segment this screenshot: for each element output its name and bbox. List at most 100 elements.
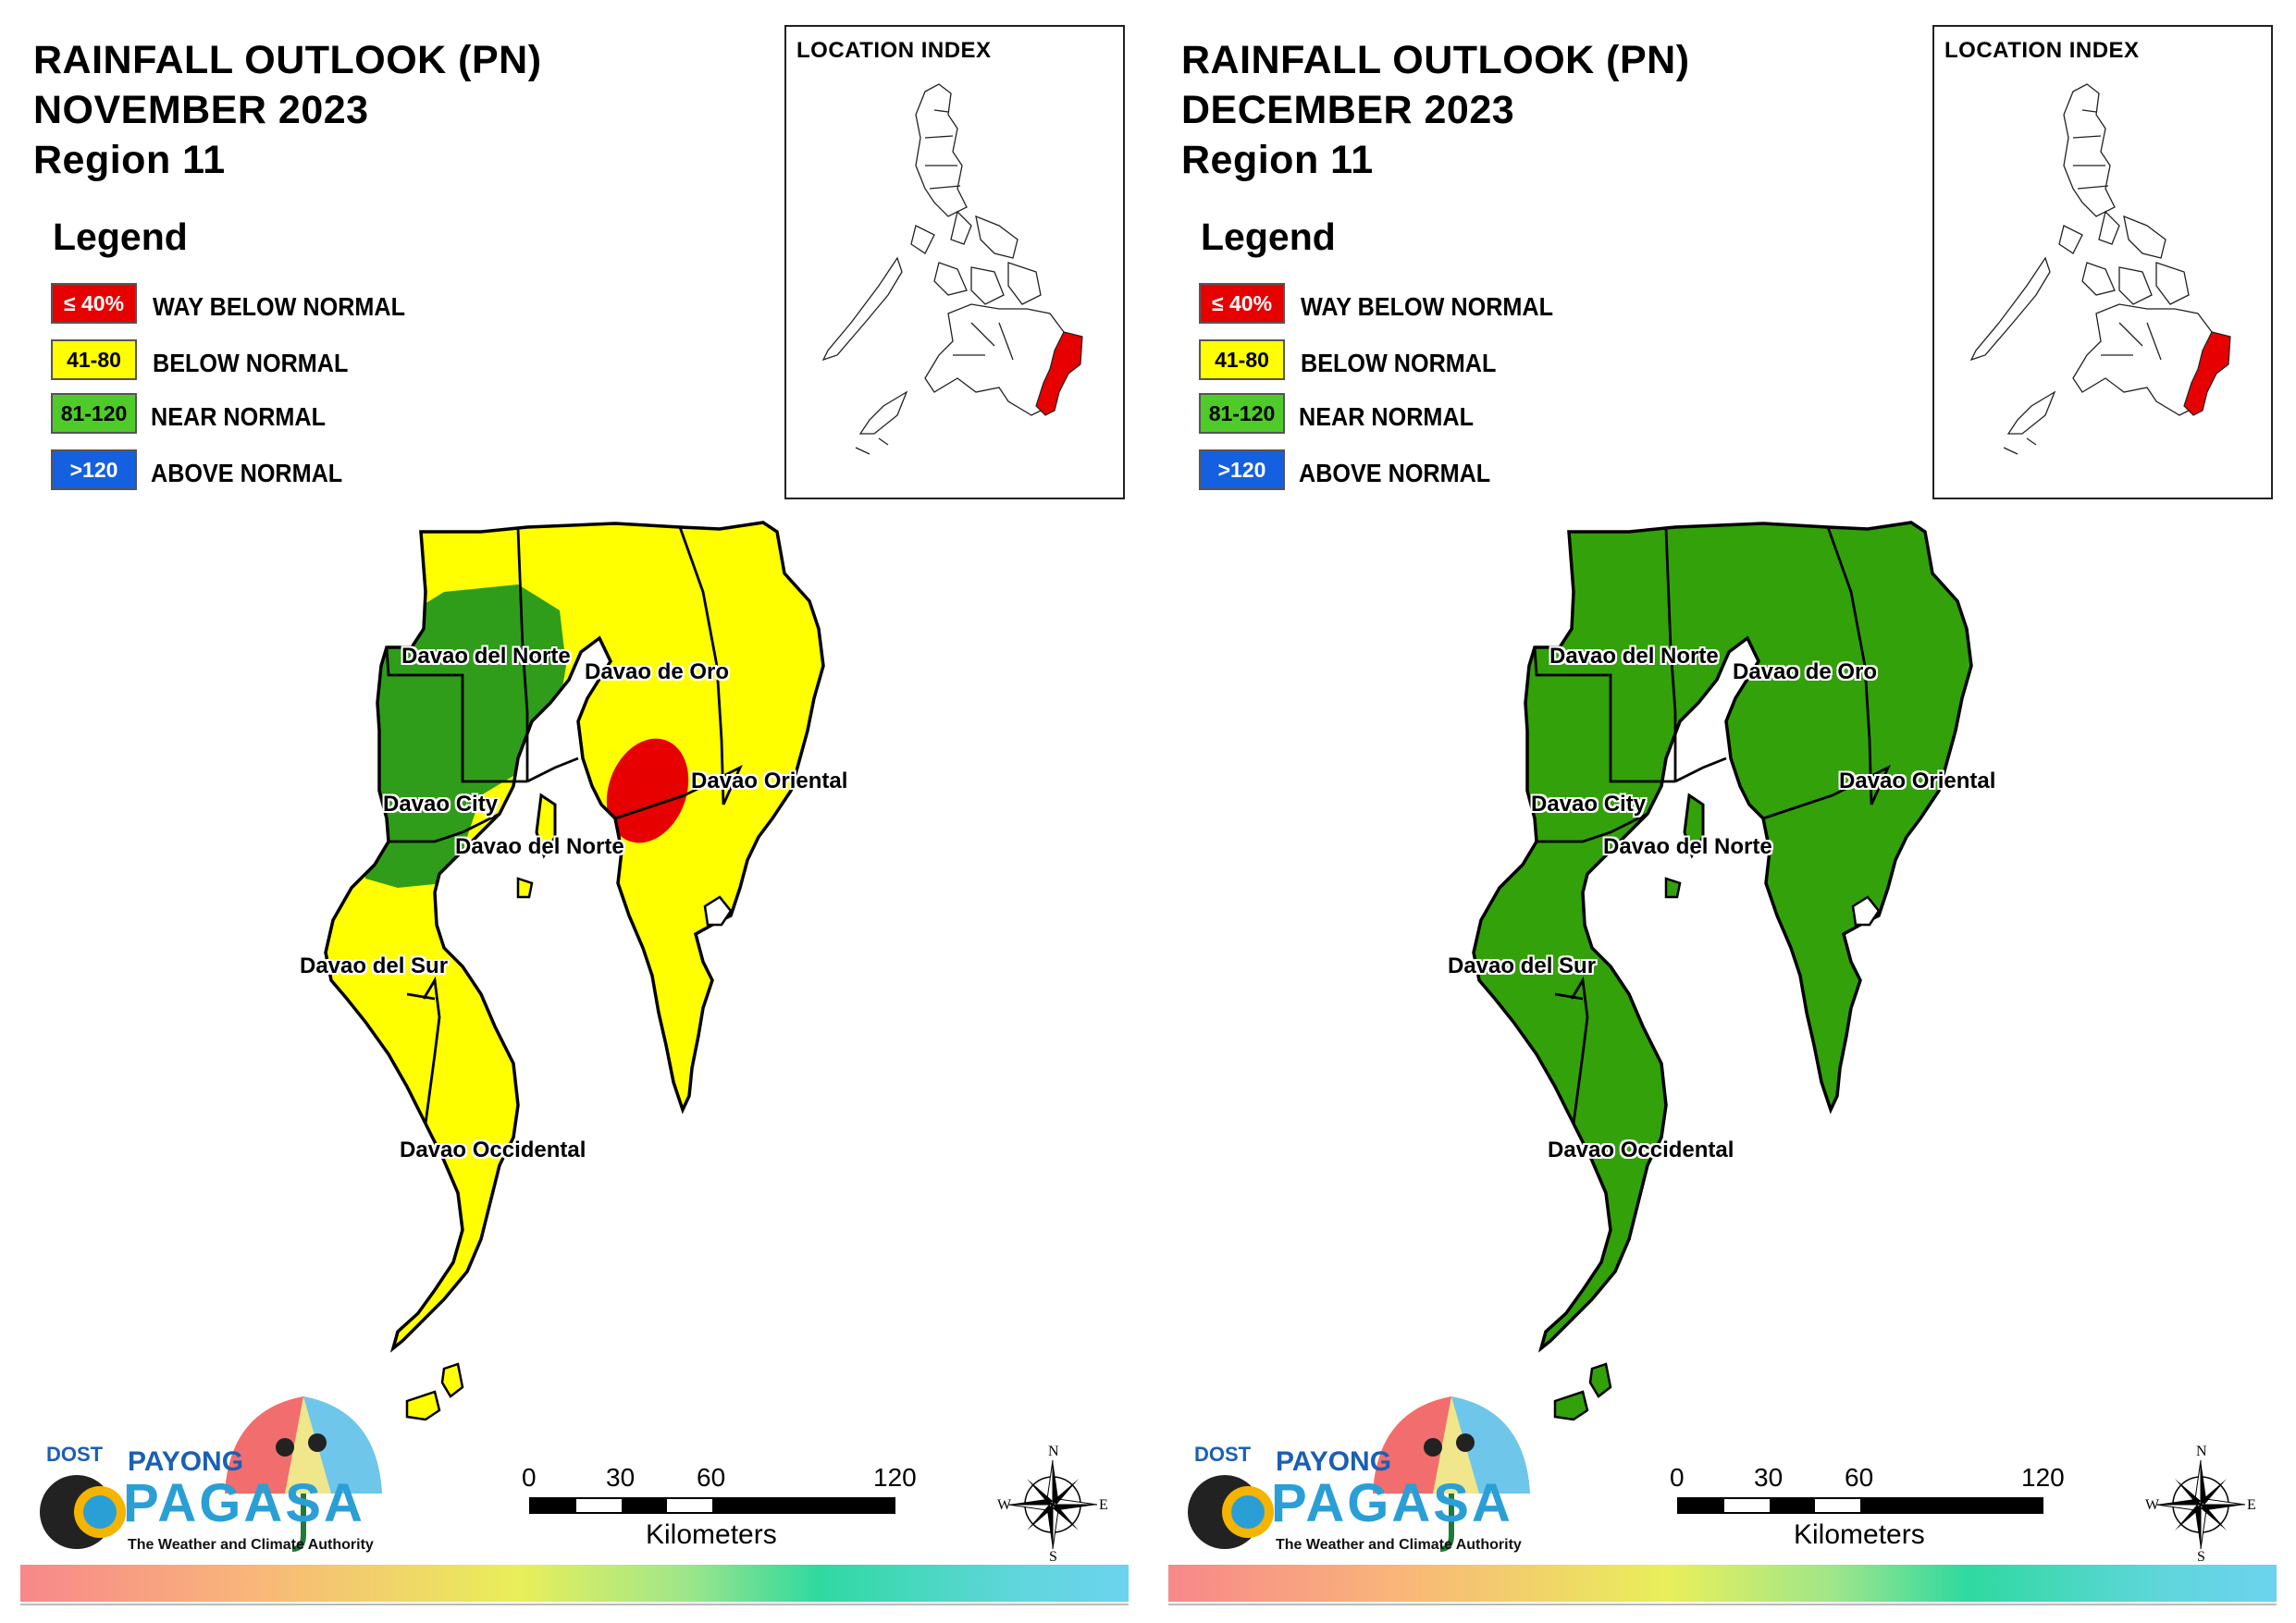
legend-label: ABOVE NORMAL (1299, 459, 1491, 487)
pagasa-text: PAGASA (1271, 1473, 1513, 1533)
label-davao-occidental: Davao Occidental (1548, 1137, 1734, 1162)
samal-island (1683, 793, 1705, 859)
province-boundaries (1533, 526, 1891, 1125)
title-line-3: Region 11 (33, 138, 226, 182)
philippines-outline (1969, 83, 2231, 455)
location-index-label: LOCATION INDEX (796, 38, 992, 63)
location-index-map: LOCATION INDEX (784, 25, 1125, 499)
zone-way-below-normal (606, 738, 689, 843)
label-davao-de-oro: Davao de Oro (1733, 659, 1878, 684)
sarangani-island (1588, 1362, 1612, 1398)
label-davao-occidental: Davao Occidental (400, 1137, 586, 1162)
label-davao-de-oro: Davao de Oro (585, 659, 730, 684)
balut-island (405, 1390, 441, 1421)
label-davao-del-sur: Davao del Sur (1448, 953, 1597, 978)
region-fill-near-normal (1472, 521, 1973, 1353)
title-line-1: RAINFALL OUTLOOK (PN) (33, 38, 542, 82)
region-11-rainfall-map (324, 521, 825, 1421)
label-davao-del-norte-island: Davao del Norte (1603, 834, 1772, 859)
location-index-label: LOCATION INDEX (1944, 38, 2140, 63)
islet (1664, 877, 1682, 899)
title-line-3: Region 11 (1181, 138, 1374, 182)
title-line-2: DECEMBER 2023 (1181, 88, 1515, 132)
scale-tick: 120 (2021, 1463, 2065, 1492)
legend-label: ABOVE NORMAL (151, 459, 343, 487)
legend-swatch-blue: >120 (51, 449, 137, 490)
payong-text: PAYONG (128, 1446, 243, 1477)
payong-pagasa-logo: DOST PAYONG PAGASA The Weather and Clima… (1188, 1396, 1530, 1553)
title-line-2: NOVEMBER 2023 (33, 88, 369, 132)
label-davao-oriental: Davao Oriental (1839, 768, 1996, 793)
legend-label: WAY BELOW NORMAL (153, 292, 406, 321)
legend-swatch-yellow: 41-80 (1199, 339, 1285, 380)
scale-bar (1677, 1497, 2043, 1514)
payong-text: PAYONG (1276, 1446, 1391, 1477)
compass-rose-icon: N E S W (997, 1444, 1108, 1563)
scale-tick: 0 (1670, 1463, 1685, 1492)
region-11-highlight (1035, 331, 1083, 416)
legend-label: BELOW NORMAL (153, 349, 349, 377)
islet (516, 877, 534, 899)
legend-swatch-red: ≤ 40% (1199, 283, 1285, 324)
map-title: RAINFALL OUTLOOK (PN) DECEMBER 2023 Regi… (1181, 35, 1690, 185)
scale-tick: 30 (606, 1463, 636, 1492)
philippines-outline (821, 83, 1083, 455)
map-title: RAINFALL OUTLOOK (PN) NOVEMBER 2023 Regi… (33, 35, 542, 185)
legend-label: WAY BELOW NORMAL (1301, 292, 1554, 321)
compass-s: S (1049, 1549, 1057, 1563)
compass-n: N (2196, 1444, 2207, 1459)
scale-unit: Kilometers (1794, 1519, 1925, 1550)
dost-text: DOST (46, 1443, 104, 1466)
legend-label: NEAR NORMAL (151, 402, 326, 431)
compass-e: E (1099, 1497, 1108, 1513)
scale-tick: 60 (1845, 1463, 1874, 1492)
scale-tick: 30 (1754, 1463, 1784, 1492)
sarangani-island (440, 1362, 464, 1398)
scale-tick: 0 (522, 1463, 537, 1492)
region-outline (324, 521, 825, 1353)
legend-swatch-yellow: 41-80 (51, 339, 137, 380)
balut-island (1553, 1390, 1589, 1421)
footer-rule (20, 1604, 1129, 1605)
compass-s: S (2197, 1549, 2205, 1563)
footer-color-band (1168, 1565, 2277, 1602)
label-davao-del-norte: Davao del Norte (1549, 644, 1719, 669)
compass-e: E (2247, 1497, 2256, 1513)
province-boundaries (385, 526, 743, 1125)
legend-label: BELOW NORMAL (1301, 349, 1497, 377)
zone-near-normal (356, 584, 566, 888)
compass-w: W (2145, 1497, 2160, 1513)
november-outlook-panel: RAINFALL OUTLOOK (PN) NOVEMBER 2023 Regi… (20, 25, 1129, 1605)
region-fill-below-normal (326, 523, 823, 1348)
december-outlook-panel: RAINFALL OUTLOOK (PN) DECEMBER 2023 Regi… (1148, 0, 2296, 1623)
scale-unit: Kilometers (646, 1519, 777, 1550)
title-line-1: RAINFALL OUTLOOK (PN) (1181, 38, 1690, 82)
legend-swatch-green: 81-120 (1199, 393, 1285, 434)
label-davao-oriental: Davao Oriental (691, 768, 848, 793)
footer-rule (1168, 1604, 2277, 1605)
bay-inlet (703, 895, 733, 927)
payong-pagasa-logo: DOST PAYONG PAGASA The Weather and Clima… (40, 1396, 382, 1553)
bay-inlet (1851, 895, 1881, 927)
scale-tick: 60 (697, 1463, 726, 1492)
legend-swatch-green: 81-120 (51, 393, 137, 434)
location-index-map: LOCATION INDEX (1932, 25, 2273, 499)
scale-tick: 120 (873, 1463, 917, 1492)
label-davao-del-sur: Davao del Sur (300, 953, 449, 978)
label-davao-del-norte-island: Davao del Norte (455, 834, 624, 859)
region-11-highlight (2183, 331, 2231, 416)
legend-swatch-red: ≤ 40% (51, 283, 137, 324)
legend-title: Legend (53, 215, 188, 258)
compass-n: N (1048, 1444, 1059, 1459)
region-11-rainfall-map (1472, 521, 1973, 1421)
compass-w: W (997, 1497, 1012, 1513)
tagline-text: The Weather and Climate Authority (128, 1537, 374, 1553)
samal-island (535, 793, 557, 859)
legend-swatch-blue: >120 (1199, 449, 1285, 490)
pagasa-text: PAGASA (123, 1473, 365, 1533)
dost-text: DOST (1194, 1443, 1252, 1466)
label-davao-del-norte: Davao del Norte (401, 644, 571, 669)
label-davao-city: Davao City (1531, 792, 1647, 817)
footer-color-band (20, 1565, 1129, 1602)
compass-rose-icon: N E S W (2145, 1444, 2256, 1563)
